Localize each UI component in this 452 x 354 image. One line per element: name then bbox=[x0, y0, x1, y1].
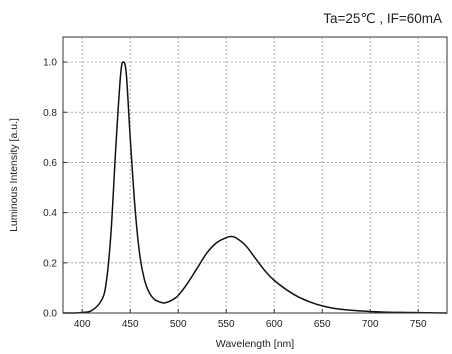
x-tick-label: 600 bbox=[266, 319, 283, 330]
y-tick-label: 0.8 bbox=[43, 108, 57, 119]
spectrum-line bbox=[62, 61, 448, 314]
y-tick-label: 0.4 bbox=[43, 208, 57, 219]
y-tick-labels: 0.0 0.2 0.4 0.6 0.8 1.0 bbox=[43, 58, 57, 320]
plot-frame bbox=[62, 36, 448, 314]
x-tick-labels: 400 450 500 550 600 650 700 750 bbox=[74, 319, 427, 330]
y-axis-label: Luminous Intensity [a.u.] bbox=[8, 118, 20, 232]
x-tick-label: 550 bbox=[218, 319, 235, 330]
x-axis-label: Wavelength [nm] bbox=[216, 338, 294, 350]
y-tick-label: 1.0 bbox=[43, 58, 57, 69]
grid-lines bbox=[63, 37, 447, 313]
x-tick-label: 500 bbox=[170, 319, 187, 330]
y-tick-label: 0.2 bbox=[43, 258, 57, 269]
x-tick-label: 750 bbox=[410, 319, 427, 330]
x-tick-label: 700 bbox=[362, 319, 379, 330]
y-tick-label: 0.6 bbox=[43, 158, 57, 169]
x-tick-label: 450 bbox=[122, 319, 139, 330]
condition-label: Ta=25℃ , IF=60mA bbox=[323, 11, 442, 26]
x-tick-label: 400 bbox=[74, 319, 91, 330]
y-tick-label: 0.0 bbox=[43, 309, 57, 320]
axis-ticks bbox=[63, 61, 419, 314]
x-tick-label: 650 bbox=[314, 319, 331, 330]
